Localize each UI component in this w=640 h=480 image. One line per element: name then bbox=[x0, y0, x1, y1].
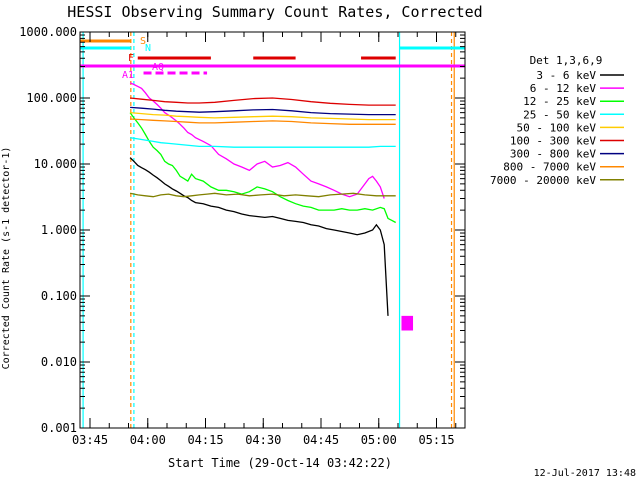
flag-label: S bbox=[140, 36, 146, 47]
legend-header: Det 1,3,6,9 bbox=[530, 54, 603, 67]
legend-entry-label: 300 - 800 keV bbox=[510, 148, 596, 161]
x-tick-label: 04:15 bbox=[187, 433, 223, 447]
chart-title: HESSI Observing Summary Count Rates, Cor… bbox=[67, 3, 482, 21]
series-line-50_100kev bbox=[130, 111, 396, 121]
y-tick-label: 0.001 bbox=[41, 421, 77, 435]
series-line-300_800kev bbox=[130, 106, 396, 116]
x-tick-label: 04:00 bbox=[130, 433, 166, 447]
y-axis-label: Corrected Count Rate (s-1 detector-1) bbox=[1, 147, 12, 370]
series-line-25_50kev bbox=[129, 137, 396, 148]
flag-label: A1 bbox=[122, 70, 134, 81]
legend-entry-label: 50 - 100 keV bbox=[517, 121, 597, 134]
series-line-100_300kev bbox=[130, 97, 396, 106]
data-block bbox=[401, 315, 414, 331]
x-axis-label: Start Time (29-Oct-14 03:42:22) bbox=[168, 456, 392, 470]
legend-entry-label: 12 - 25 keV bbox=[523, 95, 596, 108]
y-tick-label: 1.000 bbox=[41, 223, 77, 237]
x-tick-label: 05:00 bbox=[361, 433, 397, 447]
footer-date: 12-Jul-2017 13:48 bbox=[534, 468, 636, 479]
axes: 1000.000 100.000 10.000 1.000 0.100 0.010 0.00… bbox=[19, 25, 466, 447]
series-line-3_6kev bbox=[129, 157, 389, 316]
legend-entry-label: 6 - 12 keV bbox=[530, 82, 597, 95]
legend-entry-label: 7000 - 20000 keV bbox=[490, 174, 596, 187]
y-tick-label: 10.000 bbox=[34, 157, 77, 171]
series-line-12_25kev bbox=[129, 112, 397, 224]
series-line-7000_20000kev bbox=[129, 192, 396, 198]
series-line-800_7000kev bbox=[130, 118, 396, 125]
y-tick-label: 100.000 bbox=[26, 91, 77, 105]
y-tick-label: 0.010 bbox=[41, 355, 77, 369]
series-line-6_12kev bbox=[129, 82, 385, 199]
flag-label: AQ bbox=[152, 62, 164, 73]
legend-entry-label: 100 - 300 keV bbox=[510, 135, 596, 148]
x-tick-label: 04:30 bbox=[245, 433, 281, 447]
x-tick-label: 03:45 bbox=[72, 433, 108, 447]
x-tick-label: 05:15 bbox=[418, 433, 454, 447]
flag-label: F bbox=[128, 53, 134, 64]
y-tick-label: 0.100 bbox=[41, 289, 77, 303]
legend-entry-label: 3 - 6 keV bbox=[536, 69, 596, 82]
legend-entry-label: 25 - 50 keV bbox=[523, 108, 596, 121]
flag-label: N bbox=[145, 43, 151, 54]
x-tick-label: 04:45 bbox=[303, 433, 339, 447]
plot-frame bbox=[79, 31, 466, 429]
plot-area: SNF AQ A1 bbox=[80, 32, 465, 428]
y-tick-label: 1000.000 bbox=[19, 25, 77, 39]
legend-entry-label: 800 - 7000 keV bbox=[503, 161, 596, 174]
